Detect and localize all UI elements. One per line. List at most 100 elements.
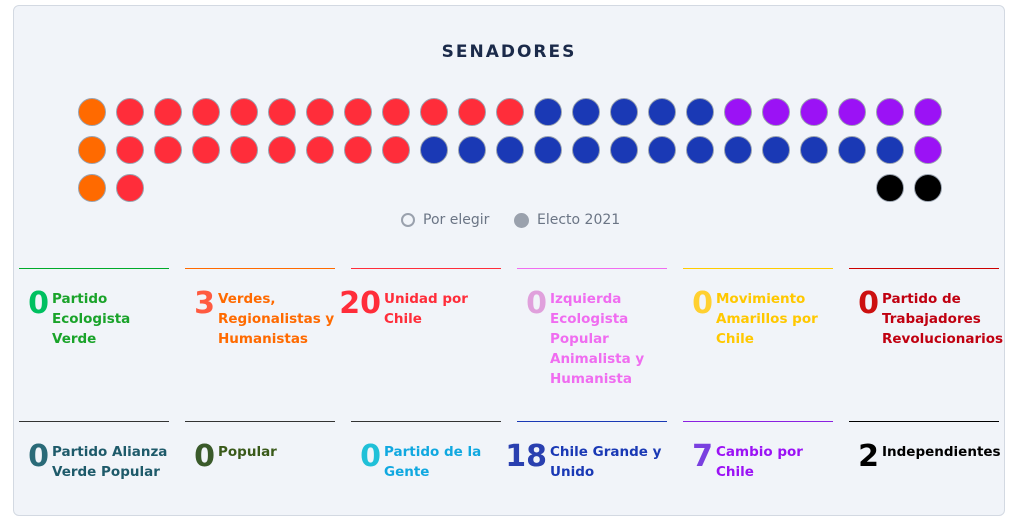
seat-red bbox=[192, 98, 220, 126]
seat-red bbox=[306, 98, 334, 126]
party-item: 0 Partido Ecologista Verde bbox=[19, 268, 169, 349]
seat-black bbox=[914, 174, 942, 202]
legend-pending-label: Por elegir bbox=[423, 212, 490, 228]
seat-purple bbox=[914, 98, 942, 126]
party-item: 3 Verdes, Regionalistas y Humanistas bbox=[185, 268, 335, 349]
party-name: Partido Ecologista Verde bbox=[52, 291, 131, 347]
seat-blue bbox=[572, 98, 600, 126]
party-item: 20 Unidad por Chile bbox=[339, 268, 501, 329]
party-seat-count: 0 bbox=[194, 439, 215, 474]
party-name: Chile Grande y Unido bbox=[550, 444, 662, 480]
seat-blue bbox=[534, 136, 562, 164]
party-item: 0 Movimiento Amarillos por Chile bbox=[683, 268, 833, 349]
party-name: Unidad por Chile bbox=[384, 291, 468, 327]
seat-blue bbox=[800, 136, 828, 164]
seat-red bbox=[306, 136, 334, 164]
party-seat-count: 0 bbox=[28, 439, 49, 474]
party-name: Partido Alianza Verde Popular bbox=[52, 444, 168, 480]
party-item: 0 Popular bbox=[185, 421, 335, 474]
seat-purple bbox=[724, 98, 752, 126]
party-divider bbox=[683, 268, 833, 269]
seat-blue bbox=[610, 136, 638, 164]
seat-red bbox=[116, 98, 144, 126]
party-divider bbox=[849, 421, 999, 422]
seat-blue bbox=[686, 136, 714, 164]
party-seat-count: 20 bbox=[339, 286, 381, 321]
party-divider bbox=[185, 421, 335, 422]
seat-blue bbox=[876, 136, 904, 164]
seat-blue bbox=[838, 136, 866, 164]
seat-blue bbox=[496, 136, 524, 164]
party-name: Independientes bbox=[882, 444, 1001, 460]
party-name: Movimiento Amarillos por Chile bbox=[716, 291, 818, 347]
party-divider bbox=[517, 421, 667, 422]
seat-red bbox=[382, 136, 410, 164]
party-item: 2 Independientes bbox=[849, 421, 1001, 474]
party-seat-count: 0 bbox=[526, 286, 547, 321]
party-seat-count: 3 bbox=[194, 286, 215, 321]
legend-pending: Por elegir bbox=[401, 212, 489, 228]
seat-purple bbox=[762, 98, 790, 126]
legend-elected: Electo 2021 bbox=[514, 212, 620, 228]
party-name: Popular bbox=[218, 444, 277, 460]
party-seat-count: 7 bbox=[692, 439, 713, 474]
party-divider bbox=[19, 268, 169, 269]
seat-red bbox=[344, 98, 372, 126]
seat-red bbox=[382, 98, 410, 126]
chamber-title: SENADORES bbox=[441, 42, 577, 62]
seat-purple bbox=[914, 136, 942, 164]
seat-red bbox=[420, 98, 448, 126]
seat-red bbox=[268, 136, 296, 164]
party-item: 0 Izquierda Ecologista Popular Animalist… bbox=[517, 268, 667, 389]
party-seat-count: 0 bbox=[858, 286, 879, 321]
legend-elected-label: Electo 2021 bbox=[537, 212, 621, 228]
party-item: 18 Chile Grande y Unido bbox=[505, 421, 667, 482]
seat-orange bbox=[78, 174, 106, 202]
party-item: 0 Partido Alianza Verde Popular bbox=[19, 421, 169, 482]
party-divider bbox=[517, 268, 667, 269]
party-name: Partido de la Gente bbox=[384, 444, 482, 480]
seat-blue bbox=[458, 136, 486, 164]
seat-purple bbox=[800, 98, 828, 126]
seat-red bbox=[154, 98, 182, 126]
party-item: 7 Cambio por Chile bbox=[683, 421, 833, 482]
seat-red bbox=[230, 98, 258, 126]
party-item: 0 Partido de la Gente bbox=[351, 421, 501, 482]
seat-purple bbox=[838, 98, 866, 126]
open-circle-icon bbox=[401, 213, 415, 227]
seat-blue bbox=[420, 136, 448, 164]
seat-blue bbox=[648, 136, 676, 164]
party-name: Verdes, Regionalistas y Humanistas bbox=[218, 291, 335, 347]
party-name: Partido de Trabajadores Revolucionarios bbox=[882, 291, 1004, 347]
seat-red bbox=[268, 98, 296, 126]
seat-blue bbox=[534, 98, 562, 126]
party-name: Cambio por Chile bbox=[716, 444, 803, 480]
seat-blue bbox=[762, 136, 790, 164]
senate-card: SENADORES Por elegir Electo 2021 0 Parti… bbox=[13, 5, 1005, 516]
party-name: Izquierda Ecologista Popular Animalista … bbox=[550, 291, 645, 387]
party-divider bbox=[185, 268, 335, 269]
seat-red bbox=[116, 136, 144, 164]
seat-blue bbox=[610, 98, 638, 126]
seat-blue bbox=[572, 136, 600, 164]
party-seat-count: 2 bbox=[858, 439, 879, 474]
party-divider bbox=[351, 268, 501, 269]
seat-blue bbox=[724, 136, 752, 164]
party-seat-count: 0 bbox=[692, 286, 713, 321]
seat-blue bbox=[648, 98, 676, 126]
party-seat-count: 0 bbox=[28, 286, 49, 321]
party-seat-count: 0 bbox=[360, 439, 381, 474]
seat-red bbox=[192, 136, 220, 164]
party-divider bbox=[849, 268, 999, 269]
party-divider bbox=[19, 421, 169, 422]
seat-black bbox=[876, 174, 904, 202]
party-seat-count: 18 bbox=[505, 439, 547, 474]
party-divider bbox=[683, 421, 833, 422]
party-divider bbox=[351, 421, 501, 422]
seat-red bbox=[116, 174, 144, 202]
filled-circle-icon bbox=[514, 212, 529, 228]
seat-purple bbox=[876, 98, 904, 126]
seat-orange bbox=[78, 136, 106, 164]
seat-red bbox=[458, 98, 486, 126]
seat-red bbox=[230, 136, 258, 164]
